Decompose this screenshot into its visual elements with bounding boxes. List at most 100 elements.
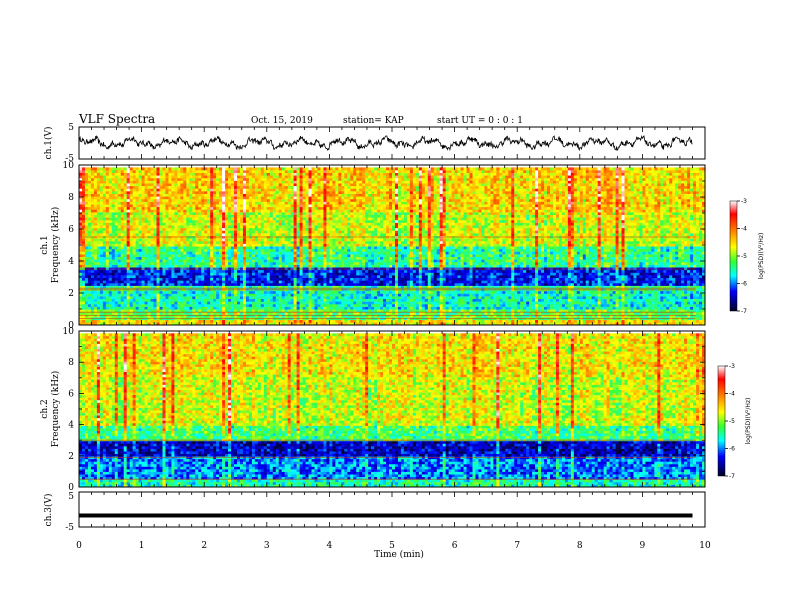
ch1-spectrogram-heatmap — [79, 165, 705, 325]
spectrogram-cell — [684, 314, 687, 317]
spectrogram-cell — [165, 309, 168, 312]
spectrogram-cell — [395, 320, 398, 323]
spectrogram-cell — [568, 320, 571, 323]
spectrogram-cell — [601, 309, 604, 312]
spectrogram-cell — [484, 314, 487, 317]
spectrogram-cell — [97, 320, 100, 323]
spectrogram-cell — [613, 309, 616, 312]
spectrogram-cell — [312, 314, 315, 317]
spectrogram-cell — [470, 314, 473, 317]
spectrogram-cell — [532, 309, 535, 312]
spectrogram-cell — [625, 314, 628, 317]
spectrogram-cell — [666, 314, 669, 317]
spectrogram-cell — [472, 320, 475, 323]
spectrogram-cell — [297, 320, 300, 323]
spectrogram-cell — [213, 314, 216, 317]
spectrogram-cell — [136, 309, 139, 312]
spectrogram-cell — [523, 309, 526, 312]
spectrogram-cell — [338, 314, 341, 317]
spectrogram-cell — [508, 314, 511, 317]
spectrogram-cell — [514, 309, 517, 312]
spectrogram-cell — [467, 309, 470, 312]
spectrogram-cell — [326, 314, 329, 317]
spectrogram-cell — [672, 320, 675, 323]
spectrogram-cell — [186, 309, 189, 312]
spectrogram-cell — [317, 314, 320, 317]
spectrogram-cell — [368, 320, 371, 323]
spectrogram-cell — [234, 314, 237, 317]
spectrogram-cell — [100, 314, 103, 317]
spectrogram-cell — [613, 314, 616, 317]
spectrogram-cell — [237, 320, 240, 323]
spectrogram-cell — [222, 314, 225, 317]
spectrogram-cell — [696, 314, 699, 317]
spectrogram-cell — [353, 314, 356, 317]
spectrogram-cell — [669, 314, 672, 317]
spectrogram-cell — [94, 314, 97, 317]
spectrogram-cell — [496, 309, 499, 312]
spectrogram-cell — [335, 314, 338, 317]
spectrogram-cell — [496, 320, 499, 323]
spectrogram-cell — [136, 320, 139, 323]
spectrogram-cell — [168, 320, 171, 323]
spectrogram-cell — [97, 309, 100, 312]
spectrogram-cell — [455, 314, 458, 317]
spectrogram-cell — [648, 309, 651, 312]
spectrogram-cell — [666, 309, 669, 312]
spectrogram-cell — [386, 314, 389, 317]
spectrogram-cell — [484, 320, 487, 323]
spectrogram-cell — [580, 314, 583, 317]
spectrogram-cell — [258, 309, 261, 312]
spectrogram-cell — [520, 320, 523, 323]
spectrogram-cell — [589, 314, 592, 317]
date-label: Oct. 15, 2019 — [251, 116, 313, 126]
spectrogram-cell — [383, 320, 386, 323]
spectrogram-cell — [622, 309, 625, 312]
spectrogram-cell — [219, 320, 222, 323]
spectrogram-cell — [443, 314, 446, 317]
spectrogram-cell — [660, 314, 663, 317]
spectrogram-cell — [136, 314, 139, 317]
spectrogram-cell — [458, 309, 461, 312]
spectrogram-cell — [97, 314, 100, 317]
spectrogram-cell — [335, 320, 338, 323]
spectrogram-cell — [240, 314, 243, 317]
spectrogram-cell — [535, 314, 538, 317]
spectrogram-cell — [347, 314, 350, 317]
spectrogram-cell — [100, 320, 103, 323]
spectrogram-cell — [210, 314, 213, 317]
spectrogram-cell — [285, 320, 288, 323]
spectrogram-cell — [443, 320, 446, 323]
spectrogram-cell — [675, 314, 678, 317]
spectrogram-cell — [532, 320, 535, 323]
spectrogram-cell — [541, 309, 544, 312]
spectrogram-cell — [246, 309, 249, 312]
spectrogram-cell — [180, 309, 183, 312]
spectrogram-cell — [592, 314, 595, 317]
spectrogram-cell — [145, 309, 148, 312]
spectrogram-cell — [422, 320, 425, 323]
spectrogram-cell — [604, 320, 607, 323]
spectrogram-cell — [666, 320, 669, 323]
spectrogram-cell — [571, 320, 574, 323]
spectrogram-cell — [440, 314, 443, 317]
spectrogram-cell — [487, 314, 490, 317]
spectrogram-cell — [693, 320, 696, 323]
ch1-ytick-top: 5 — [68, 123, 74, 133]
spectrogram-cell — [154, 314, 157, 317]
spectrogram-cell — [157, 309, 160, 312]
spectrogram-cell — [464, 309, 467, 312]
spectrogram-cell — [139, 314, 142, 317]
spectrogram-cell — [520, 314, 523, 317]
spectrogram-cell — [165, 314, 168, 317]
spectrogram-cell — [282, 309, 285, 312]
spectrogram-cell — [133, 314, 136, 317]
spectrogram-cell — [574, 320, 577, 323]
spectrogram-cell — [625, 309, 628, 312]
spectrogram-cell — [309, 314, 312, 317]
spectrogram-cell — [261, 309, 264, 312]
spectrogram-cell — [425, 320, 428, 323]
spectrogram-cell — [628, 314, 631, 317]
spectrogram-cell — [633, 320, 636, 323]
spectrogram-cell — [246, 320, 249, 323]
